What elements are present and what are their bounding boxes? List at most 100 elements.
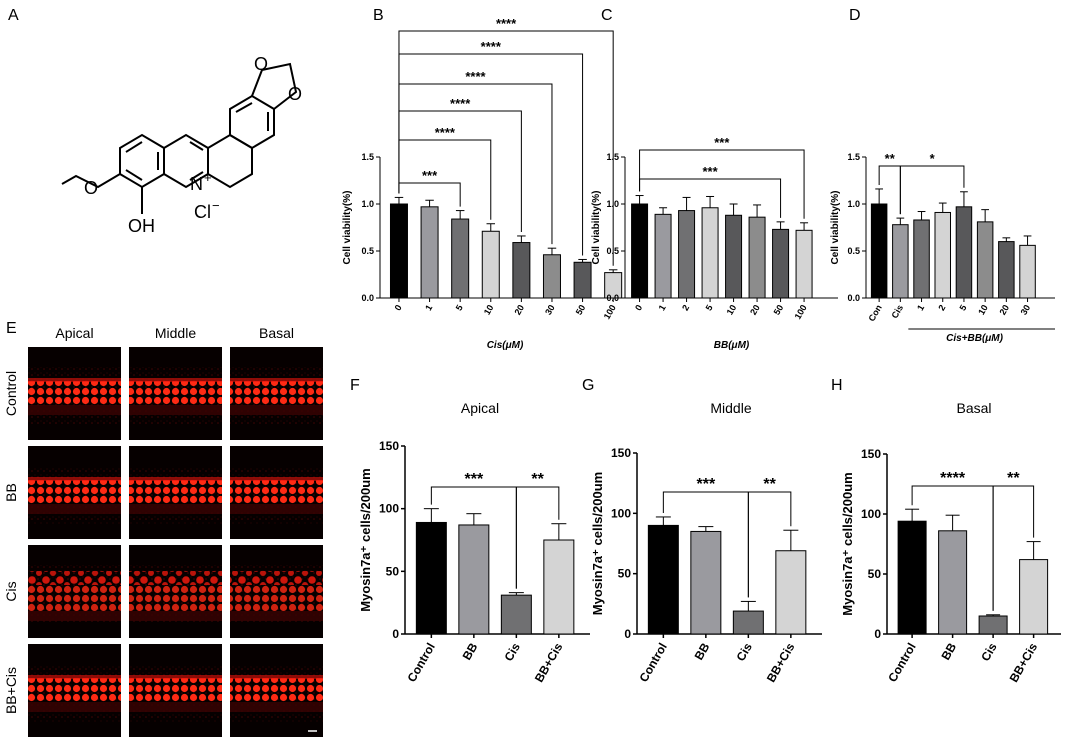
x-tick-label: BB+Cis — [764, 640, 798, 685]
y-tick-label: 50 — [618, 567, 632, 581]
significance-bracket: *** — [639, 135, 805, 219]
chart-title: Basal — [956, 400, 991, 416]
micrograph-grid: Apical Middle Basal Control BB Cis BB+Cis — [3, 325, 323, 737]
x-axis-label: Cis+BB(μM) — [946, 333, 1004, 344]
bar — [976, 221, 994, 299]
dioxole-o-top: O — [254, 54, 268, 74]
y-tick-label: 1.5 — [361, 152, 374, 162]
chart-b: B 0.0 0.5 1.0 1.5 Cell viability(%) 0 1 5 10 20 30 5… — [342, 7, 630, 351]
chart-d: D 0.0 0.5 1.0 1.5 Cell viability(%) Con Cis 1 2 5 1… — [830, 7, 1055, 344]
panel-letter-h: H — [831, 377, 843, 394]
x-tick-label: 20 — [997, 303, 1011, 317]
significance-bracket: ** — [747, 476, 792, 598]
panel-e: E Apical Middle Basal Control BB Cis BB+Cis — [3, 320, 323, 737]
significance-label: *** — [702, 164, 718, 179]
x-tick-label: 20 — [512, 303, 526, 317]
significance-label: **** — [496, 16, 517, 31]
x-tick-label: 10 — [725, 303, 739, 317]
bracket-line — [639, 149, 805, 219]
bar — [795, 229, 813, 299]
x-tick-label: BB+Cis — [1007, 640, 1041, 685]
y-tick-label: 1.5 — [606, 152, 619, 162]
bar — [451, 218, 470, 299]
y-tick-label: 0.5 — [361, 246, 374, 256]
significance-label: ** — [763, 476, 776, 493]
significance-bracket: ** — [515, 471, 560, 589]
bar — [934, 211, 951, 299]
y-tick-label: 0.5 — [606, 246, 619, 256]
bracket-line — [515, 486, 560, 589]
bracket-line — [398, 30, 614, 266]
bar — [654, 213, 672, 299]
y-tick-label: 100 — [861, 507, 881, 521]
significance-bracket: * — [899, 151, 965, 215]
methoxy-o: O — [84, 178, 98, 198]
significance-label: **** — [450, 96, 471, 111]
x-tick-label: Cis — [889, 303, 905, 320]
x-tick-label: 0 — [633, 303, 644, 312]
nitrogen-charge: + — [204, 170, 212, 185]
bar — [732, 610, 764, 635]
significance-label: **** — [465, 69, 486, 84]
column-label-apical: Apical — [55, 325, 93, 341]
x-tick-label: 10 — [976, 303, 990, 317]
significance-label: *** — [697, 476, 716, 493]
chloride-label: Cl — [194, 202, 211, 222]
nitrogen-label: N — [190, 174, 203, 194]
panel-a: A O O O OH N + — [8, 7, 302, 236]
significance-label: ** — [885, 151, 896, 166]
micrograph-cis-apical — [28, 545, 121, 638]
panel-letter-f: F — [350, 377, 360, 394]
chloride-charge: − — [212, 198, 220, 213]
y-tick-label: 100 — [379, 502, 399, 516]
panel-letter-c: C — [601, 7, 613, 24]
micrograph-control-basal — [230, 347, 323, 440]
bar — [678, 210, 696, 299]
significance-bracket: **** — [398, 125, 492, 220]
hydroxyl-label: OH — [128, 216, 155, 236]
x-tick-label: 100 — [602, 303, 618, 321]
bracket-line — [992, 485, 1035, 611]
bar — [913, 219, 930, 299]
bar — [938, 530, 968, 635]
panel-letter-g: G — [582, 377, 594, 394]
y-axis-label: Cell viability(%) — [342, 191, 353, 265]
chart-title: Middle — [710, 400, 751, 416]
x-tick-label: 5 — [454, 303, 465, 312]
bar — [870, 203, 888, 299]
x-tick-label: BB — [692, 640, 713, 662]
x-axis-label: Cis(μM) — [487, 340, 524, 351]
significance-bracket: ** — [992, 470, 1035, 611]
x-tick-label: Cis — [978, 640, 1000, 663]
x-tick-label: 2 — [936, 303, 947, 312]
bar — [748, 216, 766, 299]
chart-title: Apical — [461, 400, 499, 416]
y-tick-label: 1.0 — [847, 199, 860, 209]
micrograph-bb-cis-apical — [28, 644, 121, 737]
micrograph-control-apical — [28, 347, 121, 440]
y-axis-label: Cell viability(%) — [830, 191, 841, 265]
micrograph-bb-cis-basal — [230, 644, 323, 737]
micrograph-control-middle — [129, 347, 222, 440]
x-tick-label: Control — [636, 641, 669, 685]
bar — [647, 524, 679, 635]
panel-letter-b: B — [373, 7, 384, 24]
x-tick-label: 100 — [793, 303, 809, 321]
bar — [892, 224, 909, 299]
x-tick-label: 1 — [915, 303, 926, 312]
y-axis-label: Cell viability(%) — [591, 191, 602, 265]
significance-bracket: **** — [398, 16, 614, 266]
y-tick-label: 50 — [386, 564, 400, 578]
y-tick-label: 150 — [379, 439, 399, 453]
significance-label: ** — [531, 471, 544, 488]
y-tick-label: 50 — [868, 567, 882, 581]
x-tick-label: Control — [404, 641, 437, 685]
x-tick-label: 2 — [680, 303, 691, 312]
chart-f: F Apical 0 50 100 150 Myosin7a⁺ cells/200um Con… — [350, 377, 590, 685]
x-tick-label: 30 — [1019, 303, 1033, 317]
x-tick-label: BB+Cis — [532, 640, 566, 685]
y-tick-label: 0 — [392, 627, 399, 641]
row-label-bb-cis: BB+Cis — [3, 667, 19, 714]
significance-label: *** — [465, 471, 484, 488]
